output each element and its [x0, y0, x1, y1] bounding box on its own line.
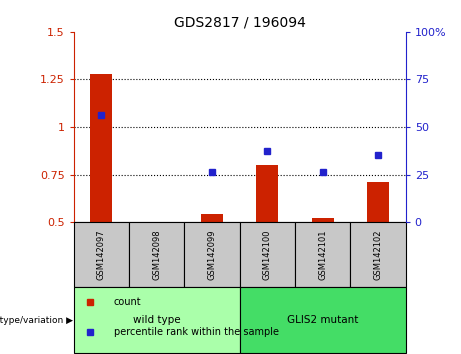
Text: wild type: wild type [133, 315, 181, 325]
Bar [201, 215, 223, 222]
Text: count: count [113, 297, 141, 307]
Text: GLIS2 mutant: GLIS2 mutant [287, 315, 358, 325]
Title: GDS2817 / 196094: GDS2817 / 196094 [174, 15, 306, 29]
Text: GSM142098: GSM142098 [152, 229, 161, 280]
Bar [74, 287, 240, 353]
Text: GSM142099: GSM142099 [207, 229, 217, 280]
Bar [90, 74, 112, 222]
Text: percentile rank within the sample: percentile rank within the sample [113, 327, 278, 337]
Text: genotype/variation ▶: genotype/variation ▶ [0, 316, 73, 325]
Bar [240, 222, 295, 287]
Text: GSM142102: GSM142102 [373, 229, 383, 280]
Bar [129, 222, 184, 287]
Text: GSM142097: GSM142097 [97, 229, 106, 280]
Bar [74, 222, 129, 287]
Text: GSM142100: GSM142100 [263, 229, 272, 280]
Bar [367, 182, 389, 222]
Bar [146, 222, 168, 224]
Bar [256, 165, 278, 222]
Text: GSM142101: GSM142101 [318, 229, 327, 280]
Bar [295, 222, 350, 287]
Bar [184, 222, 240, 287]
Bar [350, 222, 406, 287]
Bar [312, 218, 334, 222]
Bar [240, 287, 406, 353]
